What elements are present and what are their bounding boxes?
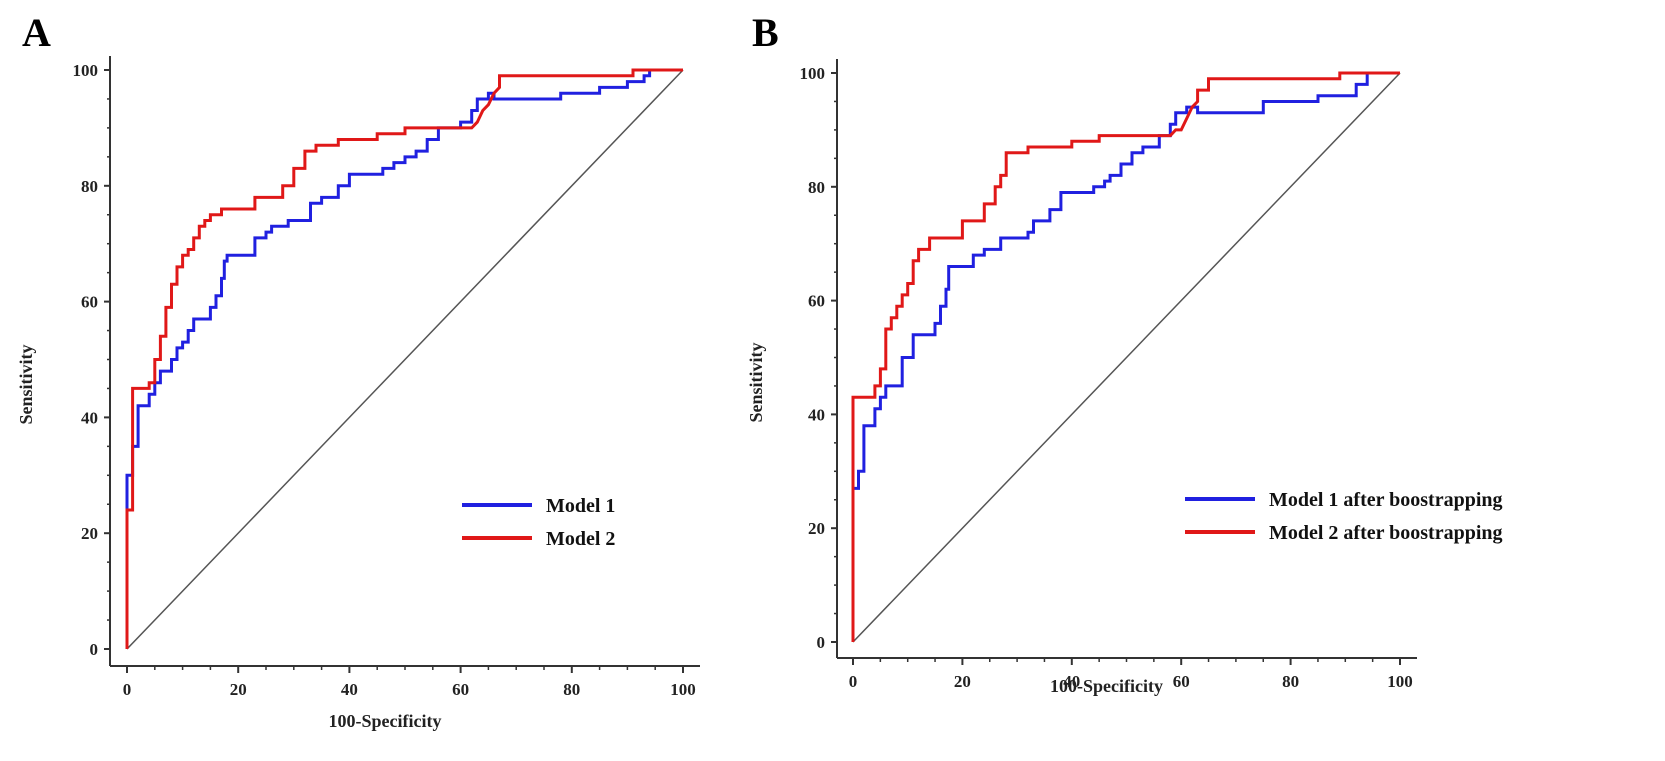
y-axis-title: Sensitivity [746,342,766,422]
y-tick-label: 80 [81,177,98,196]
panel-label: B [752,10,779,55]
y-tick-label: 60 [81,293,98,312]
series-line-2 [851,71,1400,642]
legend-entry: Model 2 after boostrapping [1269,522,1503,544]
panel-a: A 0 20 40 60 80 100 0 20 40 60 80 100 100-Specificity… [16,10,700,731]
x-tick-label: 20 [954,672,971,691]
x-tick-label: 40 [1063,672,1080,691]
x-axis-title: 100-Specificity [329,711,442,731]
y-tick-label: 60 [808,292,825,311]
x-tick-label: 100 [670,680,696,699]
y-tick-label: 20 [81,524,98,543]
x-tick-label: 60 [452,680,469,699]
y-tick-label: 100 [73,61,99,80]
x-tick-label: 0 [849,672,858,691]
x-tick-label: 100 [1387,672,1413,691]
y-axis-title: Sensitivity [16,344,36,424]
panel-b: B 0 20 40 60 80 100 0 20 40 60 80 100 100-Specificity… [746,10,1503,696]
x-tick-label: 80 [563,680,580,699]
reference-diagonal [852,72,1401,643]
x-axis-title: 100-Specificity [1050,676,1163,696]
reference-diagonal [126,69,684,650]
panel-label: A [22,10,51,55]
legend-entry: Model 2 [546,528,615,550]
legend-entry: Model 1 [546,495,615,517]
x-tick-label: 20 [230,680,247,699]
y-tick-label: 0 [817,633,826,652]
series-line-1 [851,71,1400,642]
series-line-2 [125,68,683,649]
y-tick-label: 0 [90,640,99,659]
y-tick-label: 100 [800,64,826,83]
y-tick-label: 80 [808,178,825,197]
y-tick-label: 40 [808,405,825,424]
y-tick-label: 20 [808,519,825,538]
x-tick-label: 80 [1282,672,1299,691]
x-tick-label: 40 [341,680,358,699]
y-tick-label: 40 [81,408,98,427]
legend-entry: Model 1 after boostrapping [1269,489,1503,511]
x-tick-label: 0 [123,680,132,699]
x-tick-label: 60 [1173,672,1190,691]
